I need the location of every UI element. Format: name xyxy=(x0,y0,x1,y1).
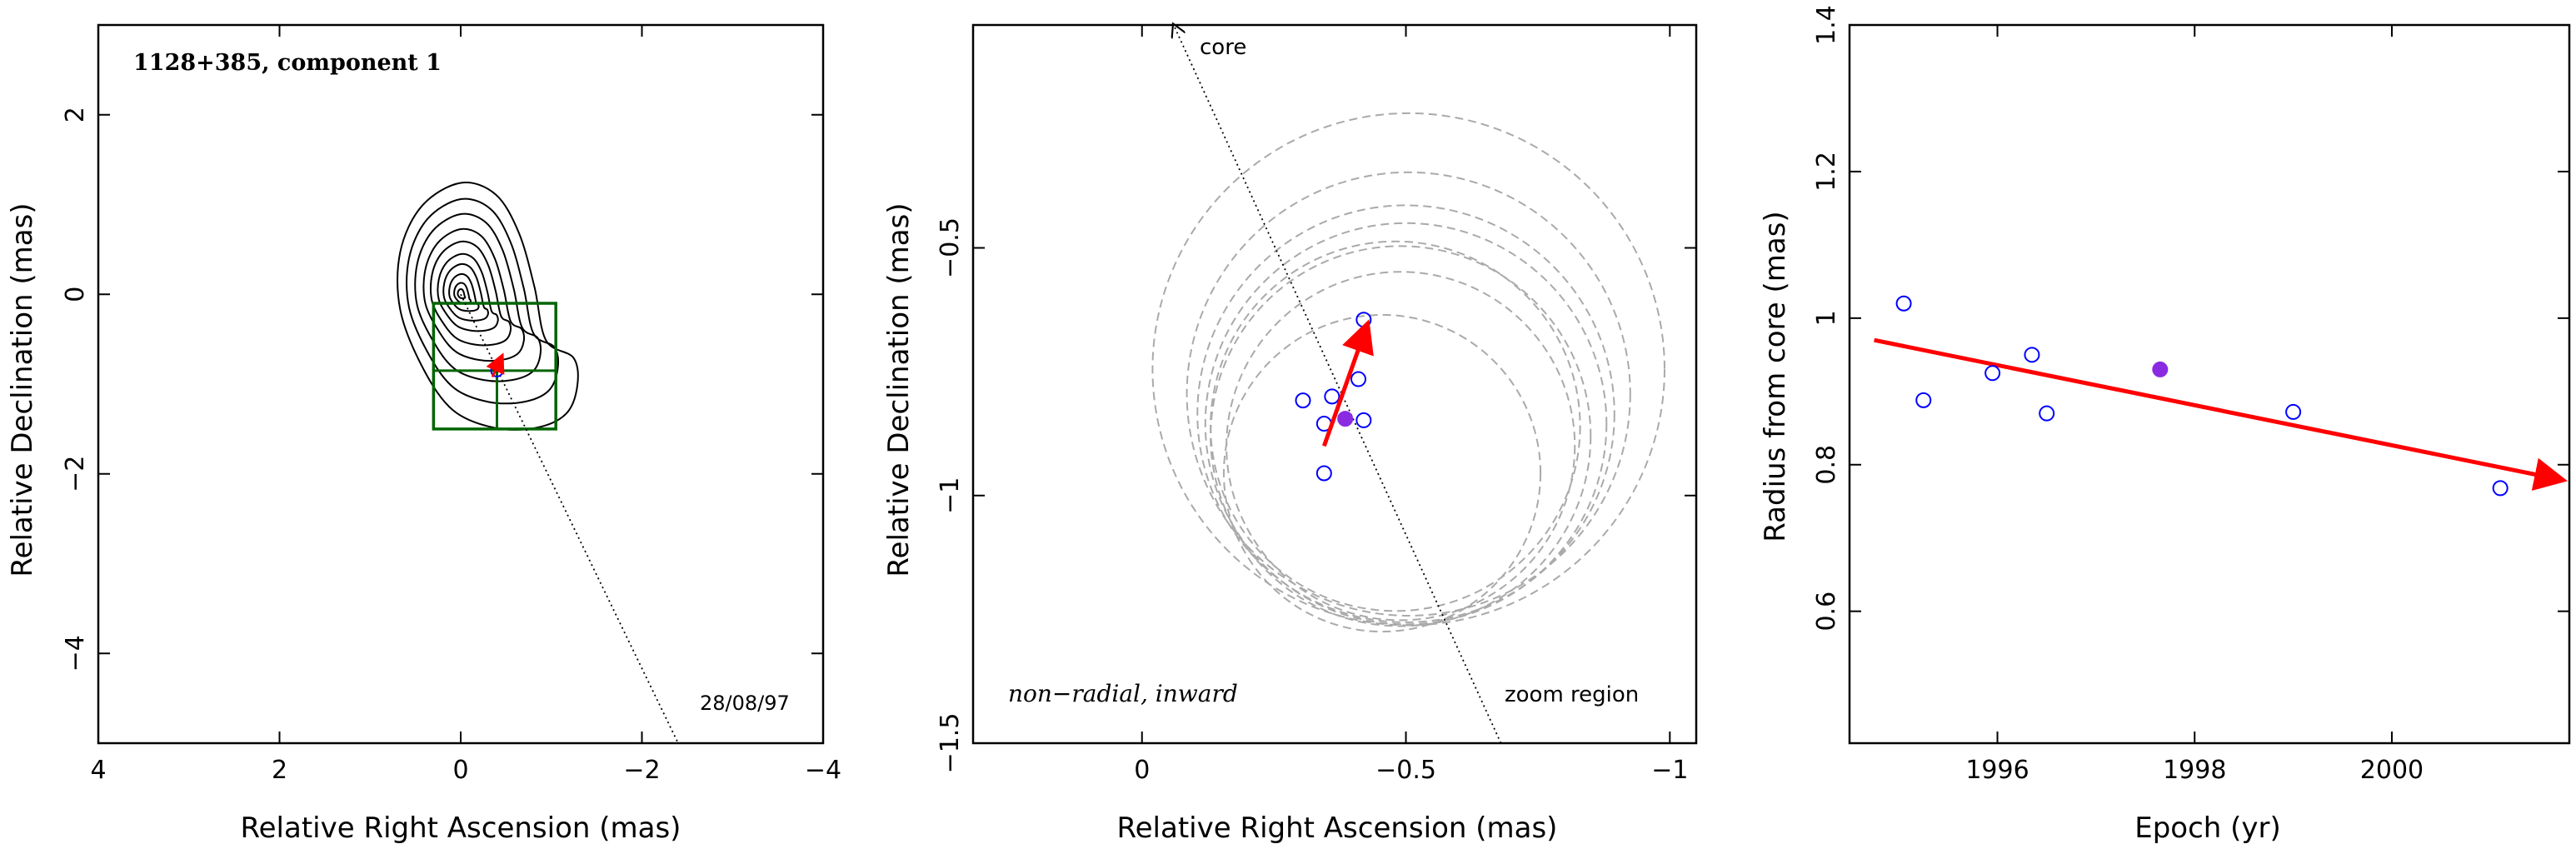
epoch-point xyxy=(1350,371,1367,387)
error-circle xyxy=(1210,240,1581,612)
panel3-xtick-label: 1998 xyxy=(2163,756,2226,785)
panel1-ytick-label: 2 xyxy=(61,107,90,122)
epoch-point xyxy=(1355,312,1372,328)
panel-contour-map: 1128+385, component 1 4 2 0 −2 −4 2 0 −2 −4 28/0… xyxy=(6,23,841,845)
epoch-point xyxy=(2039,405,2055,422)
panel2-core-label: core xyxy=(1200,35,1246,60)
panel2-ytick-label: −1.5 xyxy=(936,713,965,774)
contour-level xyxy=(453,282,472,305)
epoch-point xyxy=(1315,465,1332,482)
core-direction-line xyxy=(460,293,679,744)
panel3-ylabel: Radius from core (mas) xyxy=(1759,211,1792,542)
core-direction-line xyxy=(1174,25,1502,744)
error-circle xyxy=(1210,245,1592,627)
error-circle xyxy=(1222,313,1542,633)
panel1-ytick-label: −4 xyxy=(61,635,90,672)
contour-level xyxy=(448,272,480,312)
error-circle xyxy=(1196,204,1615,623)
panel1-frame xyxy=(97,23,825,745)
error-circle xyxy=(1204,222,1608,626)
contour-level xyxy=(437,252,499,332)
panel3-ytick-label: 1 xyxy=(1812,310,1841,326)
panel2-annotation-right: zoom region xyxy=(1505,682,1639,707)
panel1-xlabel: Relative Right Ascension (mas) xyxy=(241,812,681,845)
panel2-xlabel: Relative Right Ascension (mas) xyxy=(1117,812,1558,845)
panel2-xtick-label: −0.5 xyxy=(1375,756,1436,785)
panel1-axes: 4 2 0 −2 −4 2 0 −2 −4 xyxy=(61,23,841,785)
epoch-point xyxy=(1915,392,1932,408)
panel1-overlays xyxy=(432,293,679,744)
panel2-ytick-label: −1 xyxy=(936,477,965,514)
panel3-ytick-label: 0.8 xyxy=(1812,445,1841,485)
zoom-box xyxy=(432,302,557,431)
highlight-point xyxy=(2152,361,2169,377)
contour-level xyxy=(442,262,489,322)
panel1-ylabel: Relative Declination (mas) xyxy=(6,202,39,577)
panel1-xtick-label: −4 xyxy=(805,756,841,785)
panel1-ytick-label: 0 xyxy=(61,287,90,302)
error-circle xyxy=(1226,271,1576,622)
error-circle xyxy=(1186,171,1631,617)
epoch-point xyxy=(1895,295,1912,312)
panel2-axes: 0 −0.5 −1 −0.5 −1 −1.5 xyxy=(936,23,1698,785)
panel1-date-annotation: 28/08/97 xyxy=(700,692,790,715)
epoch-point xyxy=(1324,388,1340,405)
panel2-xtick-label: −1 xyxy=(1651,756,1688,785)
panel3-xtick-label: 1996 xyxy=(1965,756,2029,785)
contour-level xyxy=(422,227,525,362)
panel1-xtick-label: 2 xyxy=(272,756,287,785)
panel1-xtick-label: 0 xyxy=(452,756,468,785)
panel3-xlabel: Epoch (yr) xyxy=(2134,812,2281,845)
panel2-ytick-label: −0.5 xyxy=(936,217,965,278)
panel3-ytick-label: 1.2 xyxy=(1812,152,1841,192)
contour-level xyxy=(406,197,559,405)
error-circle xyxy=(1151,112,1665,627)
panel2-xtick-label: 0 xyxy=(1134,756,1150,785)
panel1-xtick-label: −2 xyxy=(623,756,660,785)
panel2-annotation-left: non−radial, inward xyxy=(1008,680,1238,707)
panel3-frame xyxy=(1848,23,2571,745)
panel1-title: 1128+385, component 1 xyxy=(133,50,442,76)
panel2-ylabel: Relative Declination (mas) xyxy=(882,202,916,577)
epoch-point xyxy=(1984,365,2001,382)
contour-level xyxy=(414,212,542,382)
panel-zoom-region: 0 −0.5 −1 −0.5 −1 −1.5 core non−radial, inwar… xyxy=(882,23,1698,845)
panel1-ytick-label: −2 xyxy=(61,456,90,492)
panel3-overlays xyxy=(1874,295,2568,497)
panel-radius-vs-epoch: 1996 1998 2000 0.6 0.8 1 1.2 1.4 Epoch (yr) Rad… xyxy=(1759,5,2571,845)
panel2-overlays xyxy=(1174,25,1502,744)
epoch-point xyxy=(2285,403,2302,420)
epoch-point xyxy=(1355,412,1372,428)
panel2-frame xyxy=(971,23,1698,745)
epoch-point xyxy=(2024,347,2040,363)
contour-level xyxy=(397,182,579,431)
epoch-point xyxy=(1295,392,1311,409)
contour-level xyxy=(429,240,512,347)
panel1-xtick-label: 4 xyxy=(90,756,106,785)
panel3-ytick-label: 1.4 xyxy=(1812,5,1841,45)
contour-level xyxy=(457,287,467,300)
epoch-point xyxy=(2492,480,2509,497)
panel3-xtick-label: 2000 xyxy=(2360,756,2424,785)
motion-vector xyxy=(486,352,505,378)
panel3-ytick-label: 0.6 xyxy=(1812,592,1841,632)
contour-levels xyxy=(397,182,579,431)
panel3-axes: 1996 1998 2000 0.6 0.8 1 1.2 1.4 xyxy=(1812,5,2571,785)
fit-line xyxy=(1874,337,2568,491)
highlight-point xyxy=(1337,411,1354,427)
error-circles xyxy=(1151,112,1665,633)
motion-vector xyxy=(1321,319,1374,447)
